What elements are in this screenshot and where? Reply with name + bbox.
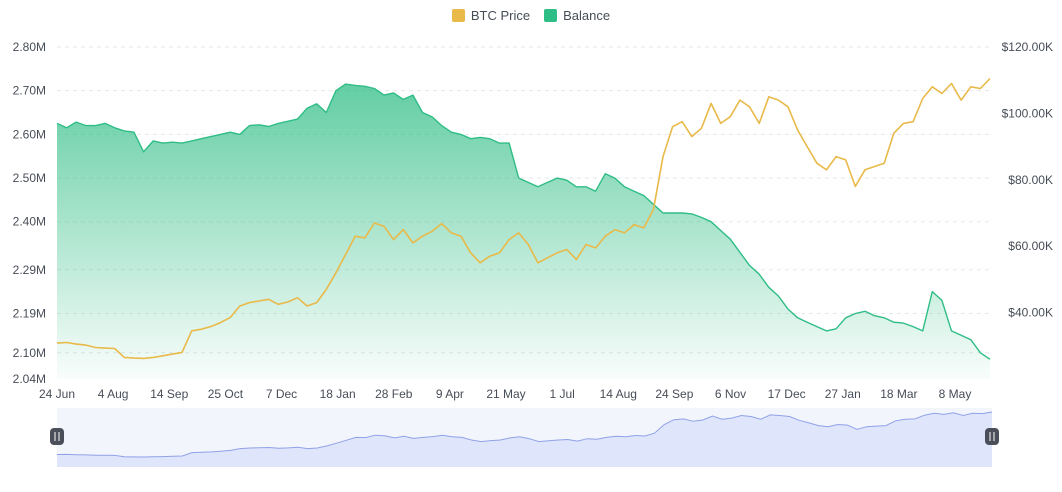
navigator-handle-left[interactable]	[50, 428, 64, 445]
y-left-tick-label: 2.80M	[13, 40, 46, 54]
y-axis-left: 2.80M 2.70M 2.60M 2.50M 2.40M 2.29M 2.19M 2.10M…	[13, 40, 46, 386]
navigator-line	[56, 411, 993, 458]
legend-swatch-btc	[451, 9, 465, 22]
y-right-tick-label: $120.00K	[1002, 40, 1053, 54]
x-tick-label: 14 Sep	[150, 387, 188, 401]
x-tick-label: 17 Dec	[768, 387, 806, 401]
y-right-tick-label: $40.00K	[1008, 306, 1053, 320]
y-left-tick-label: 2.50M	[13, 171, 46, 185]
range-navigator[interactable]	[50, 408, 999, 467]
navigator-handle-right[interactable]	[985, 428, 999, 445]
legend-label-btc: BTC Price	[470, 8, 531, 23]
x-tick-label: 18 Mar	[880, 387, 917, 401]
x-tick-label: 24 Sep	[655, 387, 693, 401]
x-tick-label: 27 Jan	[825, 387, 861, 401]
y-right-tick-label: $60.00K	[1008, 239, 1053, 253]
x-tick-label: 21 May	[486, 387, 525, 401]
x-tick-label: 6 Nov	[715, 387, 746, 401]
y-left-tick-label: 2.04M	[13, 372, 46, 386]
navigator-area	[57, 412, 992, 467]
y-left-tick-label: 2.70M	[13, 84, 46, 98]
chart-legend: BTC Price Balance	[0, 8, 1062, 23]
x-tick-label: 28 Feb	[375, 387, 413, 401]
y-left-tick-label: 2.29M	[13, 263, 46, 277]
y-left-tick-label: 2.10M	[13, 346, 46, 360]
balance-area	[57, 84, 990, 379]
x-tick-label: 7 Dec	[266, 387, 297, 401]
y-left-tick-label: 2.60M	[13, 127, 46, 141]
y-left-tick-label: 2.40M	[13, 215, 46, 229]
x-tick-label: 14 Aug	[600, 387, 637, 401]
x-axis: 24 Jun 4 Aug 14 Sep 25 Oct 7 Dec 18 Jan 28 Feb…	[39, 387, 971, 401]
btc-price-line	[56, 77, 991, 360]
x-tick-label: 18 Jan	[320, 387, 356, 401]
y-right-tick-label: $80.00K	[1008, 173, 1053, 187]
legend-item-btc-price[interactable]: BTC Price	[451, 8, 531, 23]
y-right-tick-label: $100.00K	[1002, 106, 1053, 120]
x-tick-label: 25 Oct	[208, 387, 244, 401]
x-tick-label: 8 May	[939, 387, 972, 401]
balance-line	[56, 83, 991, 360]
y-left-tick-label: 2.19M	[13, 306, 46, 320]
x-tick-label: 24 Jun	[39, 387, 75, 401]
x-tick-label: 1 Jul	[549, 387, 574, 401]
balance-area-layer	[56, 83, 991, 379]
legend-item-balance[interactable]: Balance	[544, 8, 610, 23]
x-tick-label: 9 Apr	[436, 387, 464, 401]
legend-swatch-balance	[544, 9, 558, 22]
legend-label-balance: Balance	[563, 8, 611, 23]
y-axis-right: $120.00K $100.00K $80.00K $60.00K $40.00K	[1002, 40, 1053, 320]
btc-line-layer	[56, 77, 991, 360]
x-tick-label: 4 Aug	[98, 387, 129, 401]
